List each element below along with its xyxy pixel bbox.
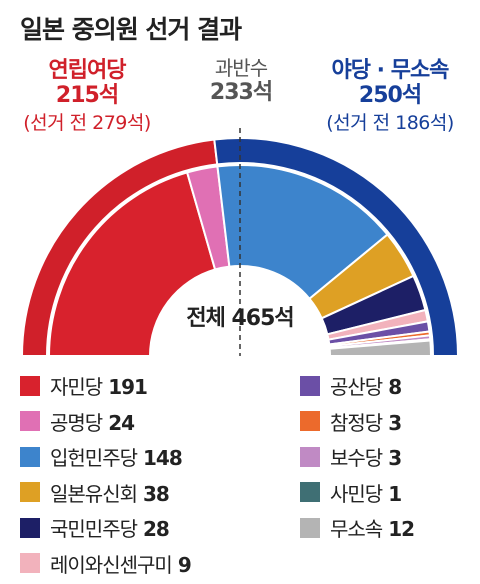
legend-swatch bbox=[20, 553, 40, 574]
legend-seat-count: 3 bbox=[388, 446, 402, 471]
legend-seat-count: 8 bbox=[388, 375, 402, 400]
legend-seat-count: 3 bbox=[388, 410, 402, 435]
legend-item-right-1: 공산당 8 bbox=[300, 368, 414, 404]
legend-party-name: 보수당 bbox=[330, 446, 383, 471]
opposition-bloc-previous: (선거 전 186석) bbox=[326, 112, 454, 134]
majority-label: 과반수 233석 bbox=[186, 52, 296, 105]
legend-swatch bbox=[300, 446, 320, 467]
ruling-bloc-name: 연립여당 bbox=[48, 58, 127, 83]
legend-left: 자민당 191 공명당 24 입헌민주당 148 일본유신회 38 국민민주당 28 레이와신센구미… bbox=[20, 368, 192, 582]
legend-seat-count: 148 bbox=[143, 446, 183, 471]
legend-label: 일본유신회 38 bbox=[50, 478, 170, 507]
legend-label: 참정당 3 bbox=[330, 407, 402, 436]
legend-item-left-5: 국민민주당 28 bbox=[20, 510, 191, 546]
legend-party-name: 공명당 bbox=[50, 410, 103, 435]
party-slice-11 bbox=[328, 339, 433, 357]
legend-label: 레이와신센구미 9 bbox=[50, 549, 192, 578]
legend-seat-count: 38 bbox=[143, 481, 170, 506]
party-slice-1 bbox=[47, 171, 217, 357]
legend-right: 공산당 8 참정당 3 보수당 3 사민당 1 무소속 12 bbox=[300, 368, 415, 546]
total-seats-label: 전체 465석 bbox=[186, 306, 294, 331]
seat-arc-chart bbox=[20, 128, 460, 357]
ruling-bloc-label: 연립여당 215석 (선거 전 279석) bbox=[8, 52, 166, 135]
legend-party-name: 자민당 bbox=[50, 375, 103, 400]
legend-item-left-4: 일본유신회 38 bbox=[20, 475, 191, 511]
legend-label: 사민당 1 bbox=[330, 478, 402, 507]
legend-swatch bbox=[20, 411, 40, 432]
legend-item-right-3: 보수당 3 bbox=[300, 439, 414, 475]
opposition-bloc-label: 야당 · 무소속 250석 (선거 전 186석) bbox=[306, 52, 474, 135]
legend-seat-count: 24 bbox=[108, 410, 135, 435]
legend-swatch bbox=[20, 482, 40, 503]
legend-label: 입헌민주당 148 bbox=[50, 442, 183, 471]
legend-item-right-5: 무소속 12 bbox=[300, 510, 415, 546]
legend-seat-count: 191 bbox=[108, 375, 148, 400]
legend-party-name: 국민민주당 bbox=[50, 517, 138, 542]
legend-swatch bbox=[300, 482, 320, 503]
legend-party-name: 무소속 bbox=[330, 517, 383, 542]
opposition-bloc-seats: 250석 bbox=[358, 83, 422, 108]
bloc-ring bbox=[20, 137, 460, 357]
legend-seat-count: 9 bbox=[177, 552, 192, 577]
majority-seats: 233석 bbox=[209, 80, 273, 105]
legend-item-left-2: 공명당 24 bbox=[20, 404, 191, 440]
legend-item-right-2: 참정당 3 bbox=[300, 404, 414, 440]
legend-swatch bbox=[20, 446, 40, 467]
legend-swatch bbox=[300, 517, 320, 538]
legend-label: 자민당 191 bbox=[50, 371, 148, 400]
legend-party-name: 일본유신회 bbox=[50, 481, 138, 506]
legend-label: 공산당 8 bbox=[330, 371, 402, 400]
legend-party-name: 참정당 bbox=[330, 410, 383, 435]
ruling-bloc-previous: (선거 전 279석) bbox=[23, 112, 151, 134]
legend-label: 보수당 3 bbox=[330, 442, 402, 471]
legend-party-name: 사민당 bbox=[330, 481, 383, 506]
legend-label: 공명당 24 bbox=[50, 407, 135, 436]
legend-item-left-1: 자민당 191 bbox=[20, 368, 191, 404]
majority-name: 과반수 bbox=[214, 56, 268, 80]
legend-label: 국민민주당 28 bbox=[50, 513, 170, 542]
legend-seat-count: 12 bbox=[388, 517, 415, 542]
legend-swatch bbox=[20, 375, 40, 396]
legend-swatch bbox=[20, 517, 40, 538]
legend-seat-count: 1 bbox=[388, 481, 402, 506]
legend-party-name: 레이와신센구미 bbox=[50, 552, 173, 577]
legend-item-left-6: 레이와신센구미 9 bbox=[20, 546, 192, 582]
party-slices bbox=[47, 164, 433, 357]
ruling-bloc-seats: 215석 bbox=[55, 83, 119, 108]
bloc-segment-2 bbox=[213, 137, 460, 357]
opposition-bloc-name: 야당 · 무소속 bbox=[331, 58, 450, 83]
legend-party-name: 공산당 bbox=[330, 375, 383, 400]
legend-label: 무소속 12 bbox=[330, 513, 415, 542]
legend-swatch bbox=[300, 411, 320, 432]
legend-item-right-4: 사민당 1 bbox=[300, 475, 414, 511]
legend-swatch bbox=[300, 375, 320, 396]
legend-item-left-3: 입헌민주당 148 bbox=[20, 439, 191, 475]
party-slice-3 bbox=[216, 164, 389, 301]
legend-seat-count: 28 bbox=[143, 517, 170, 542]
legend-party-name: 입헌민주당 bbox=[50, 446, 138, 471]
chart-title: 일본 중의원 선거 결과 bbox=[20, 15, 242, 44]
